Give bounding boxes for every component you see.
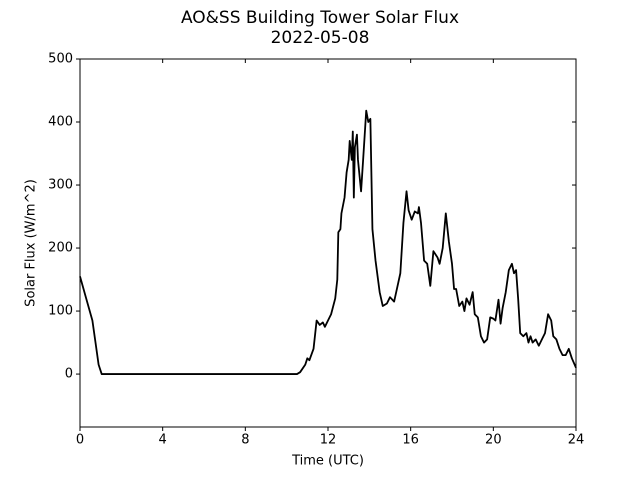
plot-frame <box>79 58 577 428</box>
line-series <box>79 109 577 375</box>
x-tick-label: 8 <box>241 433 249 448</box>
x-tick-label: 24 <box>568 433 585 448</box>
x-tick-label: 20 <box>485 433 502 448</box>
x-tick-label: 16 <box>402 433 419 448</box>
y-tick-label: 200 <box>48 241 73 256</box>
y-tick-label: 300 <box>48 178 73 193</box>
y-axis-label: Solar Flux (W/m^2) <box>24 179 39 307</box>
x-tick-label: 4 <box>159 433 167 448</box>
y-tick-label: 0 <box>65 367 73 382</box>
chart-subtitle: 2022-05-08 <box>271 28 370 48</box>
x-tick-label: 12 <box>320 433 337 448</box>
y-tick-label: 100 <box>48 304 73 319</box>
x-axis-label: Time (UTC) <box>291 454 364 469</box>
y-tick-label: 500 <box>48 52 73 67</box>
x-tick-label: 0 <box>76 433 84 448</box>
chart-title: AO&SS Building Tower Solar Flux <box>181 8 459 28</box>
y-tick-label: 400 <box>48 115 73 130</box>
